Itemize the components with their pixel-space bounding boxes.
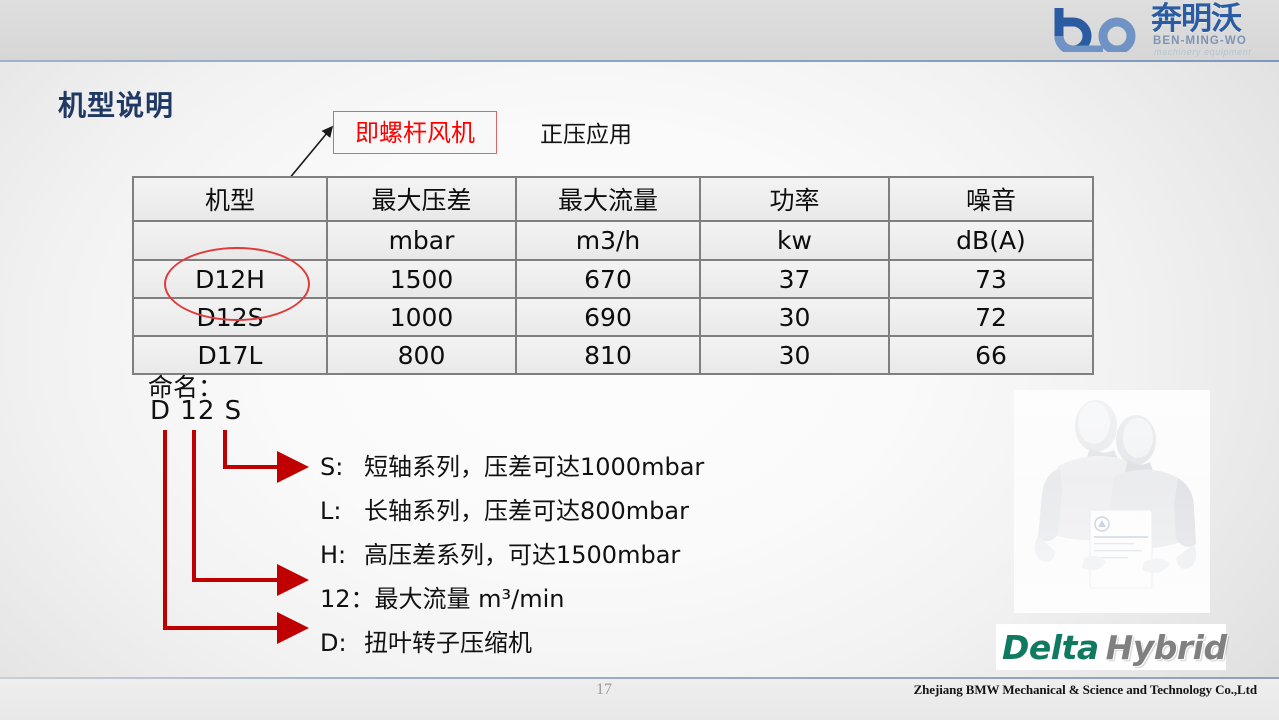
product-photo <box>1014 390 1210 613</box>
table-cell: 73 <box>888 259 1094 299</box>
table-cell: D12H <box>132 259 328 299</box>
table-row: D12H 1500 670 37 73 <box>132 259 1094 299</box>
legend-key: H: <box>320 541 347 569</box>
table-cell: D12S <box>132 297 328 337</box>
table-cell: 37 <box>699 259 890 299</box>
table-header-cell: 噪音 <box>888 176 1094 222</box>
header-divider <box>0 60 1279 62</box>
naming-label: 命名： <box>148 373 224 402</box>
table-row: D17L 800 810 30 66 <box>132 335 1094 375</box>
company-logo: 奔明沃 BEN-MING-WO machinery equipment <box>1033 2 1271 58</box>
table-cell: 72 <box>888 297 1094 337</box>
list-item: S: 短轴系列，压差可达1000mbar <box>320 447 960 491</box>
table-unit-cell: kw <box>699 220 890 261</box>
hybrid-wordmark: Hybrid <box>1105 627 1227 667</box>
legend-key: L: <box>320 497 342 525</box>
table-cell: 1500 <box>326 259 517 299</box>
list-item: H: 高压差系列，可达1500mbar <box>320 535 960 579</box>
table-cell: 1000 <box>326 297 517 337</box>
list-item: L: 长轴系列，压差可达800mbar <box>320 491 960 535</box>
specification-table: 机型 最大压差 最大流量 功率 噪音 mbar m3/h kw dB(A) D1… <box>132 176 1094 375</box>
table-cell: 690 <box>515 297 701 337</box>
list-item: D: 扭叶转子压缩机 <box>320 623 960 667</box>
table-cell: 30 <box>699 297 890 337</box>
naming-legend-list: S: 短轴系列，压差可达1000mbar L: 长轴系列，压差可达800mbar… <box>320 447 960 667</box>
table-header-cell: 最大流量 <box>515 176 701 222</box>
legend-value: 扭叶转子压缩机 <box>364 629 532 657</box>
footer-band <box>0 679 1279 720</box>
bo-monogram-icon <box>1054 8 1136 52</box>
delta-wordmark: Delta <box>1002 627 1099 667</box>
callout-box: 即螺杆风机 <box>333 111 497 154</box>
legend-key: S: <box>320 453 344 481</box>
legend-key: D: <box>320 629 347 657</box>
table-header-cell: 最大压差 <box>326 176 517 222</box>
robots-holding-document-image <box>1014 390 1210 613</box>
table-header-cell: 功率 <box>699 176 890 222</box>
brand-name-en: BEN-MING-WO <box>1153 35 1247 47</box>
table-unit-cell: dB(A) <box>888 220 1094 261</box>
table-unit-cell: mbar <box>326 220 517 261</box>
table-cell: 810 <box>515 335 701 375</box>
legend-key: 12： <box>320 585 375 613</box>
callout-box-label: 即螺杆风机 <box>355 118 475 147</box>
legend-value: 短轴系列，压差可达1000mbar <box>364 453 705 481</box>
table-cell: 66 <box>888 335 1094 375</box>
footer-divider <box>0 677 1279 679</box>
table-units-row: mbar m3/h kw dB(A) <box>132 220 1094 261</box>
legend-value: 高压差系列，可达1500mbar <box>364 541 681 569</box>
table-header-cell: 机型 <box>132 176 328 222</box>
table-header-row: 机型 最大压差 最大流量 功率 噪音 <box>132 176 1094 222</box>
footer-company-name: Zhejiang BMW Mechanical & Science and Te… <box>913 682 1257 697</box>
naming-connector-lines-icon <box>163 430 309 644</box>
brand-tagline: machinery equipment <box>1154 47 1252 57</box>
table-cell: 670 <box>515 259 701 299</box>
list-item: 12： 最大流量 m³/min <box>320 579 960 623</box>
table-cell: 800 <box>326 335 517 375</box>
brand-name-cn: 奔明沃 <box>1151 1 1242 37</box>
delta-hybrid-logo: Delta Hybrid <box>996 624 1227 670</box>
page-number: 17 <box>596 681 612 698</box>
page-title: 机型说明 <box>58 89 175 122</box>
table-unit-cell: m3/h <box>515 220 701 261</box>
table-row: D12S 1000 690 30 72 <box>132 297 1094 337</box>
naming-code: D 12 S <box>150 396 243 426</box>
legend-value: 长轴系列，压差可达800mbar <box>364 497 689 525</box>
table-unit-cell <box>132 220 328 261</box>
positive-pressure-note: 正压应用 <box>540 122 632 148</box>
legend-value: 最大流量 m³/min <box>374 585 565 613</box>
table-cell: 30 <box>699 335 890 375</box>
table-cell: D17L <box>132 335 328 375</box>
